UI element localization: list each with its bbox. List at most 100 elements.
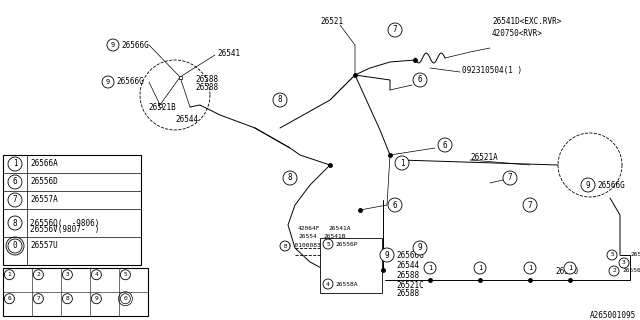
Text: 26556N*B: 26556N*B <box>622 268 640 274</box>
Text: 5: 5 <box>326 242 330 246</box>
Text: 6: 6 <box>393 201 397 210</box>
Text: B 010008300(1 ): B 010008300(1 ) <box>287 244 343 249</box>
Text: 26588: 26588 <box>396 271 419 281</box>
Text: A265001095: A265001095 <box>590 311 636 320</box>
Text: 26541A: 26541A <box>328 226 351 230</box>
Text: 4: 4 <box>326 282 330 286</box>
Text: 26530: 26530 <box>555 268 578 276</box>
Circle shape <box>92 270 101 280</box>
Circle shape <box>607 250 617 260</box>
Text: 1: 1 <box>568 265 572 271</box>
Text: 26558A: 26558A <box>335 282 358 286</box>
Text: 26544: 26544 <box>396 261 419 270</box>
Text: 3: 3 <box>622 260 626 266</box>
Text: 420750<RVR>: 420750<RVR> <box>492 29 543 38</box>
Bar <box>3 155 141 265</box>
Circle shape <box>102 76 114 88</box>
Text: 7: 7 <box>393 26 397 35</box>
Circle shape <box>474 262 486 274</box>
Text: 8: 8 <box>278 95 282 105</box>
Circle shape <box>564 262 576 274</box>
Text: 26557A: 26557A <box>30 196 58 204</box>
Circle shape <box>4 294 14 304</box>
Text: 42064F: 42064F <box>298 226 321 230</box>
Circle shape <box>120 270 131 280</box>
Text: 0: 0 <box>13 242 17 251</box>
Text: 26588: 26588 <box>195 76 218 84</box>
Text: 1: 1 <box>478 265 482 271</box>
Text: 7: 7 <box>36 296 40 301</box>
Text: 1: 1 <box>8 272 12 277</box>
Circle shape <box>524 262 536 274</box>
Circle shape <box>609 266 619 276</box>
Circle shape <box>273 93 287 107</box>
Circle shape <box>33 294 44 304</box>
Text: 26541D<EXC.RVR>: 26541D<EXC.RVR> <box>492 18 561 27</box>
Text: 2: 2 <box>612 268 616 274</box>
Text: 6: 6 <box>443 140 447 149</box>
Circle shape <box>8 239 22 253</box>
Circle shape <box>323 279 333 289</box>
Circle shape <box>280 241 290 251</box>
Circle shape <box>8 175 22 189</box>
Bar <box>3 268 148 316</box>
Circle shape <box>92 294 101 304</box>
Circle shape <box>283 171 297 185</box>
Text: 2: 2 <box>36 272 40 277</box>
Circle shape <box>8 216 22 230</box>
Text: 26556D: 26556D <box>30 178 58 187</box>
Text: 0: 0 <box>124 296 127 301</box>
Text: 26521B: 26521B <box>148 103 176 113</box>
Circle shape <box>107 39 119 51</box>
Text: 26544: 26544 <box>175 116 198 124</box>
Text: 9: 9 <box>106 79 110 85</box>
Circle shape <box>395 156 409 170</box>
Text: 1: 1 <box>528 265 532 271</box>
Text: 7: 7 <box>508 173 512 182</box>
Text: 1: 1 <box>428 265 432 271</box>
Text: 6: 6 <box>418 76 422 84</box>
Circle shape <box>413 241 427 255</box>
Text: 3: 3 <box>65 272 69 277</box>
Bar <box>179 76 182 78</box>
Circle shape <box>33 270 44 280</box>
Text: 26541B: 26541B <box>323 235 346 239</box>
Text: 5: 5 <box>124 272 127 277</box>
Bar <box>159 103 161 107</box>
Text: 26588: 26588 <box>195 84 218 92</box>
Text: 4: 4 <box>95 272 99 277</box>
Text: 7: 7 <box>13 196 17 204</box>
Circle shape <box>503 171 517 185</box>
Circle shape <box>8 193 22 207</box>
Text: 9: 9 <box>586 180 590 189</box>
Text: 26521C: 26521C <box>396 281 424 290</box>
Circle shape <box>62 270 72 280</box>
Text: 26557U: 26557U <box>30 242 58 251</box>
Circle shape <box>323 239 333 249</box>
Circle shape <box>388 198 402 212</box>
Circle shape <box>581 178 595 192</box>
Text: 26556P: 26556P <box>335 242 358 246</box>
Text: 9: 9 <box>385 251 389 260</box>
Text: 26556V(9807-  ): 26556V(9807- ) <box>30 225 99 234</box>
Circle shape <box>62 294 72 304</box>
Text: 1: 1 <box>400 158 404 167</box>
Text: 7: 7 <box>528 201 532 210</box>
Text: 6: 6 <box>13 178 17 187</box>
Text: B: B <box>284 244 287 249</box>
Text: 26558B: 26558B <box>630 252 640 258</box>
Text: 26588: 26588 <box>396 290 419 299</box>
Circle shape <box>438 138 452 152</box>
Circle shape <box>380 248 394 262</box>
Circle shape <box>424 262 436 274</box>
Text: 6: 6 <box>8 296 12 301</box>
Circle shape <box>388 23 402 37</box>
Text: 26521A: 26521A <box>470 154 498 163</box>
Text: 5: 5 <box>610 252 614 258</box>
Text: 26521: 26521 <box>320 18 343 27</box>
Text: 26566G: 26566G <box>597 180 625 189</box>
Text: 8: 8 <box>13 219 17 228</box>
Text: 8: 8 <box>65 296 69 301</box>
Circle shape <box>120 294 131 304</box>
Circle shape <box>8 157 22 171</box>
